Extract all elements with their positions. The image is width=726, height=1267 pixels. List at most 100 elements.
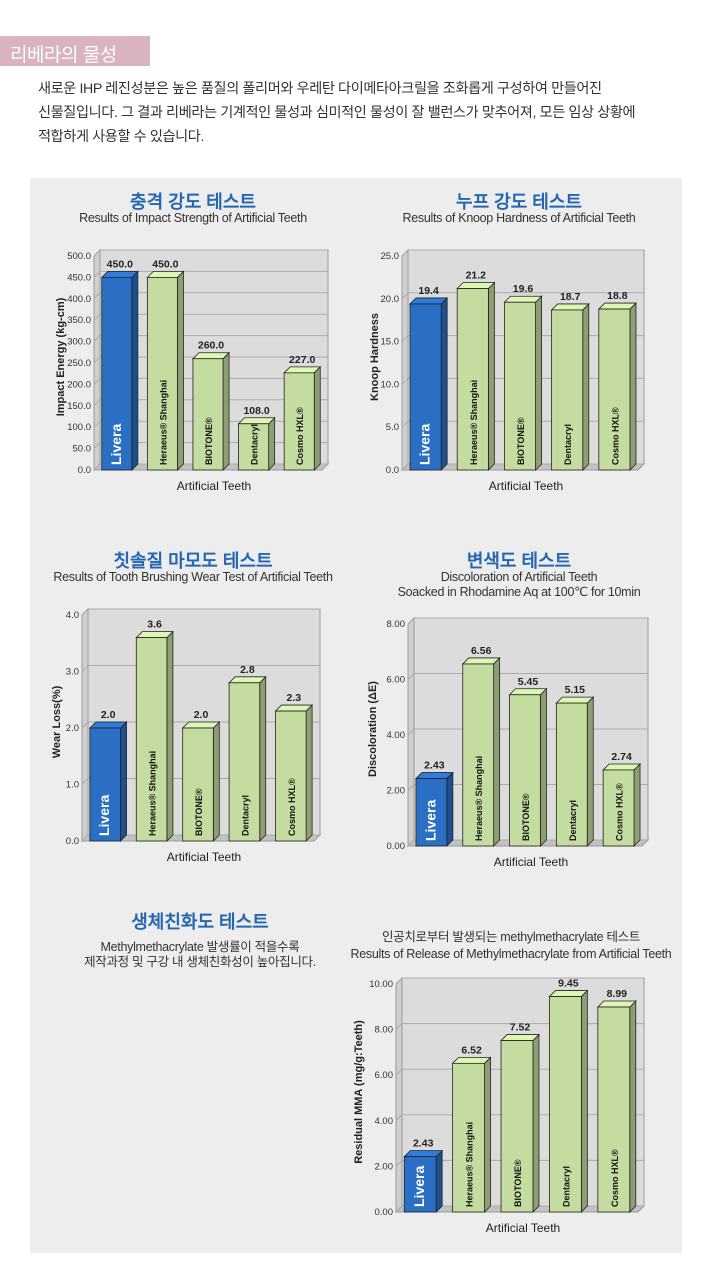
bar-front xyxy=(551,309,584,471)
bar-top xyxy=(88,721,128,729)
gridline-depth xyxy=(395,1023,403,1030)
discoloration-chart: 변색도 테스트 Discoloration of Artificial Teet… xyxy=(356,545,682,875)
bar-front xyxy=(101,277,133,471)
gridline-depth xyxy=(93,335,101,342)
bar-value-label: 260.0 xyxy=(198,340,224,352)
chart-title: 충격 강도 테스트 xyxy=(130,192,256,212)
category-label: Dentacryl xyxy=(561,1166,571,1207)
gridline-depth xyxy=(81,778,89,785)
wear-test-chart: 칫솔질 마모도 테스트 Results of Tooth Brushing We… xyxy=(30,545,356,875)
y-axis-label: Knoop Hardness xyxy=(369,313,381,401)
bar-side xyxy=(177,270,184,471)
gridline-depth xyxy=(93,356,101,364)
category-label: BIOTONE® xyxy=(513,1159,523,1207)
y-tick-label: 6.00 xyxy=(387,675,406,686)
y-tick-label: 8.00 xyxy=(387,619,406,630)
y-tick-label: 2.0 xyxy=(66,723,79,734)
chart-title: 누프 강도 테스트 xyxy=(456,192,582,212)
bar-top xyxy=(503,295,543,303)
bar-front xyxy=(409,303,442,471)
bar-front xyxy=(462,663,495,847)
x-axis-label: Artificial Teeth xyxy=(494,855,568,869)
y-tick-label: 0.00 xyxy=(387,841,406,852)
bar-dentacryl xyxy=(228,675,267,842)
y-tick-label: 15.0 xyxy=(381,337,400,348)
bar-front xyxy=(504,301,536,471)
intro-line: 신물질입니다. 그 결과 리베라는 기계적인 물성과 심미적인 물성이 잘 밸런… xyxy=(38,105,636,121)
bar-front xyxy=(555,702,588,847)
y-tick-label: 20.0 xyxy=(381,294,400,305)
gridline-depth xyxy=(395,1114,403,1122)
section-title-tab: 리베라의 물성 xyxy=(0,36,150,66)
bar-heraeus-shanghai xyxy=(146,270,185,471)
bar-value-label: 2.43 xyxy=(424,760,445,772)
bar-front xyxy=(500,1040,534,1213)
bar-value-label: 7.52 xyxy=(510,1022,531,1034)
gridline-depth xyxy=(93,249,101,257)
bar-dentacryl xyxy=(555,696,595,847)
bar-cosmo-hxl xyxy=(602,762,642,847)
y-tick-label: 4.00 xyxy=(387,730,406,741)
x-axis-label: Artificial Teeth xyxy=(486,1221,560,1235)
intro-paragraph: 새로운 IHP 레진성분은 높은 품질의 폴리머와 우레탄 다이메타아크릴을 조… xyxy=(38,77,698,149)
gridline-depth xyxy=(407,839,415,847)
bar-side xyxy=(120,721,127,842)
bar-side xyxy=(313,365,321,471)
y-tick-label: 100.0 xyxy=(67,422,91,433)
y-tick-label: 50.0 xyxy=(73,444,92,455)
bar-dentacryl xyxy=(550,302,590,471)
bar-value-label: 2.3 xyxy=(286,692,301,704)
category-label: Livera xyxy=(96,795,112,836)
bar-side xyxy=(540,687,547,847)
category-label: Heraeus® Shanghai xyxy=(469,380,479,465)
y-tick-label: 10.00 xyxy=(369,979,393,990)
gridline-depth xyxy=(93,463,101,471)
bar-top xyxy=(451,1056,492,1064)
y-tick-label: 2.00 xyxy=(387,786,406,797)
y-axis-label: Discoloration (ΔE) xyxy=(367,681,379,777)
bar-value-label: 2.74 xyxy=(611,751,632,763)
bar-value-label: 19.4 xyxy=(418,285,439,297)
gridline-depth xyxy=(401,463,409,471)
bar-value-label: 2.0 xyxy=(194,709,209,721)
bar-value-label: 18.7 xyxy=(560,291,581,303)
bar-top xyxy=(403,1150,444,1157)
intro-line: 적합하게 사용할 수 있습니다. xyxy=(38,129,204,145)
y-tick-label: 3.0 xyxy=(66,667,79,678)
gridline-depth xyxy=(401,249,409,257)
y-tick-label: 450.0 xyxy=(67,272,91,283)
impact-strength-chart: 충격 강도 테스트 Results of Impact Strength of … xyxy=(30,186,356,516)
bar-top xyxy=(548,990,589,997)
bar-top xyxy=(237,417,276,425)
section-title: 리베라의 물성 xyxy=(10,45,117,66)
bar-top xyxy=(146,271,185,278)
bar-value-label: 8.99 xyxy=(607,988,628,1000)
bar-livera xyxy=(414,771,454,847)
y-tick-label: 8.00 xyxy=(375,1025,394,1036)
category-label: Livera xyxy=(108,424,124,465)
chart-subtitle: Results of Tooth Brushing Wear Test of A… xyxy=(53,570,333,584)
bar-front xyxy=(89,727,121,842)
bar-cosmo-hxl xyxy=(596,1000,637,1213)
gridline-depth xyxy=(81,721,89,729)
bar-value-label: 18.8 xyxy=(607,290,628,302)
gridline-depth xyxy=(81,834,89,842)
bar-side xyxy=(268,416,276,471)
biocompat-title: 생체친화도 테스트 xyxy=(131,912,269,932)
bar-value-label: 9.45 xyxy=(558,978,579,990)
gridline-depth xyxy=(401,292,409,300)
biocompat-block: 생체친화도 테스트 Methylmethacrylate 발생률이 적을수록 제… xyxy=(50,908,350,970)
discoloration-plot: 0.00 2.00 4.00 6.00 8.00 Discoloration (ΔE) Ar… xyxy=(367,616,650,869)
y-axis-label: Impact Energy (kg-cm) xyxy=(55,297,67,416)
bar-cosmo-hxl xyxy=(283,365,322,471)
bar-side xyxy=(166,630,174,842)
gridline-depth xyxy=(401,420,409,428)
category-label: Livera xyxy=(411,1166,427,1207)
biocompat-line: 제작과정 및 구강 내 생체친화성이 높아집니다. xyxy=(84,955,316,969)
gridline-depth xyxy=(81,608,89,616)
gridline-depth xyxy=(395,1205,403,1213)
category-label: Heraeus® Shanghai xyxy=(158,380,168,465)
x-axis-label: Artificial Teeth xyxy=(167,850,241,864)
bar-front xyxy=(283,372,315,471)
y-tick-label: 350.0 xyxy=(67,315,91,326)
